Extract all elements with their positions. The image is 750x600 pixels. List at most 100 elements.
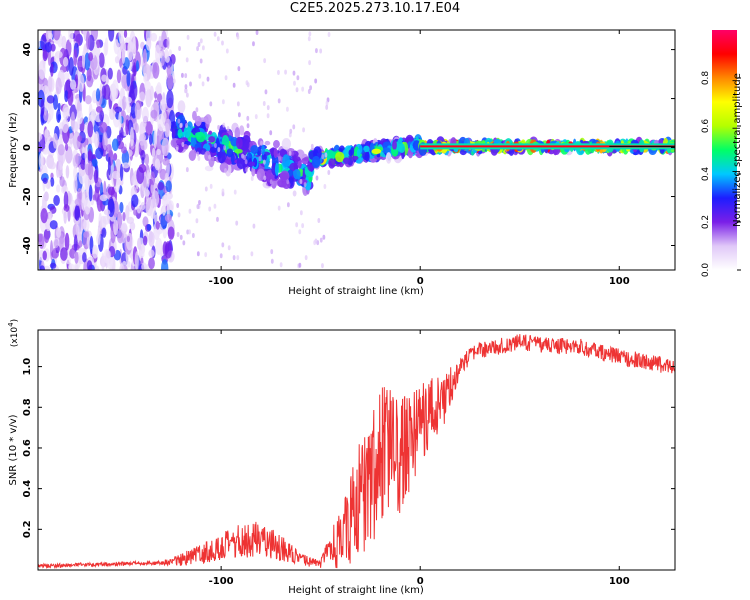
spectrogram-cell <box>76 110 84 125</box>
spectrogram-cell <box>144 153 150 166</box>
spectrogram-cell <box>125 205 130 221</box>
spectrogram-cell <box>274 162 279 176</box>
spectrogram-cell <box>319 48 323 54</box>
spectrogram-cell <box>99 215 107 230</box>
spectrogram-cell <box>371 148 382 154</box>
spectrogram-cell <box>293 168 301 180</box>
spectrogram-x-ticks: -100 0 100 <box>209 30 630 287</box>
snr-marks <box>38 334 675 570</box>
spectrogram-cell <box>364 151 370 162</box>
spectrogram-cell <box>122 162 130 169</box>
colorbar-tick-label: 0.4 <box>701 167 711 182</box>
spectrogram-cell <box>49 220 58 230</box>
spectrogram-cell <box>56 227 62 239</box>
spectrogram-cell <box>157 182 165 191</box>
snr-y-tick-label: 1.0 <box>22 358 33 376</box>
spectrogram-cell <box>273 147 278 159</box>
spectrogram-cell <box>40 98 45 117</box>
spectrogram-cell <box>328 158 336 169</box>
spectrogram-cell <box>177 100 186 114</box>
spectrogram-cell <box>107 67 113 80</box>
spectrogram-cell <box>221 99 225 105</box>
snr-x-tick-label: -100 <box>209 576 234 587</box>
spectrogram-cell <box>92 244 99 259</box>
spectrogram-cell <box>161 194 169 207</box>
spectrogram-cell <box>157 113 166 132</box>
spectrogram-cell <box>321 154 325 160</box>
spectrogram-cell <box>68 30 74 43</box>
snr-panel: -100 0 100 0.2 0.4 0.6 0.8 1.0 Height of strai… <box>7 319 676 596</box>
spectrogram-cell <box>50 177 55 187</box>
spectrogram-cell <box>155 84 162 95</box>
spectrogram-cell <box>177 114 186 127</box>
spectrogram-cell <box>150 171 156 186</box>
spectrogram-cell <box>145 30 152 45</box>
spectrogram-cell <box>83 218 90 232</box>
spectrogram-cell <box>52 248 57 255</box>
spectrogram-cell <box>295 222 299 228</box>
spectrogram-cell <box>134 102 141 120</box>
spectrogram-cell <box>129 30 136 50</box>
spectrogram-cell <box>197 155 201 161</box>
spectrogram-cell <box>326 149 335 161</box>
spectrogram-cell <box>311 155 321 169</box>
spectrogram-frame <box>37 29 676 271</box>
spectrogram-cell <box>85 30 91 50</box>
spectrogram-cell <box>260 140 263 146</box>
spectrogram-cell <box>152 62 160 79</box>
spectrogram-cell <box>186 34 190 40</box>
spectrogram-cell <box>146 224 152 231</box>
spectrogram-cell <box>213 203 217 209</box>
spectrogram-cell <box>43 229 50 244</box>
spectrogram-cell <box>356 148 361 158</box>
spectrogram-cell <box>67 89 74 106</box>
snr-y-tick-label: 0.2 <box>22 520 33 538</box>
spectrogram-cell <box>143 175 147 188</box>
spectrogram-cell <box>95 39 101 49</box>
spectrogram-cell <box>148 231 155 247</box>
spectrogram-cell <box>68 56 74 76</box>
spectrogram-cell <box>250 175 254 181</box>
spectrogram-cell <box>103 209 111 216</box>
spectrogram-cell <box>121 149 130 166</box>
spectrogram-cell <box>189 81 192 87</box>
spectrogram-cell <box>284 69 287 75</box>
spectrogram-cell <box>73 165 78 181</box>
spectrogram-cell <box>48 161 57 170</box>
spectrogram-cell <box>87 161 94 181</box>
spectrogram-cell <box>145 121 153 136</box>
spectrogram-cell <box>315 175 319 181</box>
spectrogram-cell <box>91 158 98 167</box>
spectrogram-cell <box>385 152 392 164</box>
spectrogram-cell <box>195 218 199 224</box>
spectrogram-cell <box>208 154 211 160</box>
spectrogram-cell <box>111 170 120 180</box>
snr-x-tick-label: 100 <box>609 576 630 587</box>
spectrogram-cell <box>74 205 80 221</box>
spectrogram-cell <box>299 210 303 216</box>
snr-y-label: SNR (10 * v/v) <box>8 414 19 485</box>
spectrogram-cell <box>261 154 267 161</box>
spectrogram-cell <box>196 204 200 210</box>
spectrogram-cell <box>88 103 93 121</box>
spectrogram-cell <box>221 188 225 194</box>
spectrogram-cell <box>39 265 46 270</box>
spectrogram-cell <box>293 80 296 86</box>
spectrogram-cell <box>208 206 212 212</box>
spectrogram-cell <box>164 214 173 223</box>
snr-y-tick-label: 0.6 <box>22 439 33 457</box>
spectrogram-cell <box>188 208 192 214</box>
spectrogram-cell <box>250 251 254 257</box>
spectrogram-y-tick-label: -20 <box>22 187 33 205</box>
spectrogram-cell <box>219 162 229 173</box>
spectrogram-cell <box>209 183 213 189</box>
spectrogram-cell <box>84 95 92 105</box>
spectrogram-cell <box>94 265 100 270</box>
spectrogram-cell <box>233 189 237 195</box>
spectrogram-cell <box>286 106 289 112</box>
spectrogram-cell <box>53 195 60 206</box>
spectrogram-cell <box>256 168 266 181</box>
spectrogram-cell <box>178 45 181 51</box>
spectrogram-cell <box>226 148 234 158</box>
spectrogram-cell <box>155 44 161 64</box>
